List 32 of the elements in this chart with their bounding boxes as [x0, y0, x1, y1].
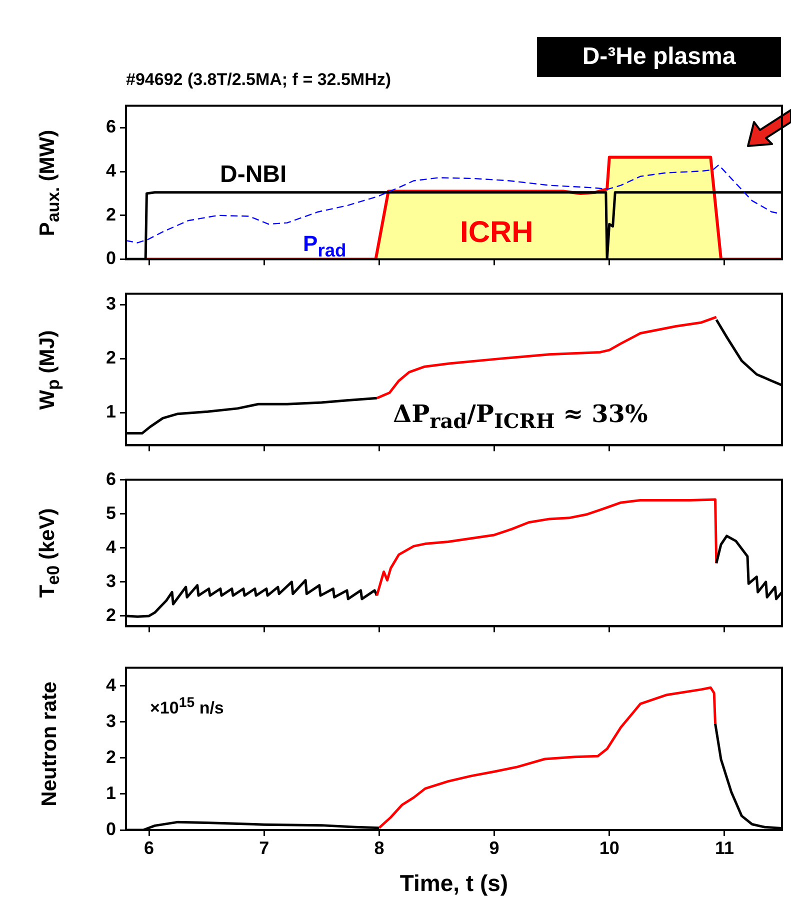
y-tick-label: 0 — [106, 248, 116, 268]
annotation: ΔP$_{rad}$/P$_{ICRH}$ ≈ 33% — [393, 399, 648, 433]
y-tick-label: 3 — [106, 570, 116, 591]
y-tick-label: 1 — [106, 402, 116, 422]
annotation: ×10$^{15}$ n/s — [150, 695, 224, 719]
y-tick-label: 3 — [106, 710, 116, 731]
y-tick-label: 4 — [106, 536, 116, 557]
series-label: ICRH — [460, 216, 534, 250]
y-tick-label: 2 — [106, 204, 116, 224]
y-tick-label: 6 — [106, 468, 116, 489]
x-tick-label: 10 — [599, 838, 620, 858]
y-tick-label: 6 — [106, 116, 116, 137]
y-tick-label: 4 — [106, 160, 116, 181]
x-axis-title: Time, t (s) — [400, 870, 508, 897]
x-tick-label: 11 — [714, 838, 734, 858]
y-tick-label: 2 — [106, 746, 116, 767]
series-label: P$_{rad}$ — [303, 231, 346, 262]
y-tick-label: 0 — [106, 818, 116, 839]
y-axis-title: Neutron rate — [38, 682, 62, 806]
x-tick-label: 9 — [489, 838, 500, 858]
y-tick-label: 4 — [106, 674, 116, 695]
y-tick-label: 3 — [106, 294, 116, 314]
x-tick-label: 7 — [259, 838, 270, 858]
chart-title: #94692 (3.8T/2.5MA; f = 32.5MHz) — [126, 70, 392, 90]
y-tick-label: 1 — [106, 782, 116, 803]
y-tick-label: 5 — [106, 502, 116, 523]
series-label: D-NBI — [220, 161, 287, 189]
x-tick-label: 6 — [144, 838, 154, 858]
y-tick-label: 2 — [106, 604, 116, 625]
y-tick-label: 2 — [106, 348, 116, 368]
text: D-³He plasma — [537, 37, 781, 77]
x-tick-label: 8 — [374, 838, 384, 858]
